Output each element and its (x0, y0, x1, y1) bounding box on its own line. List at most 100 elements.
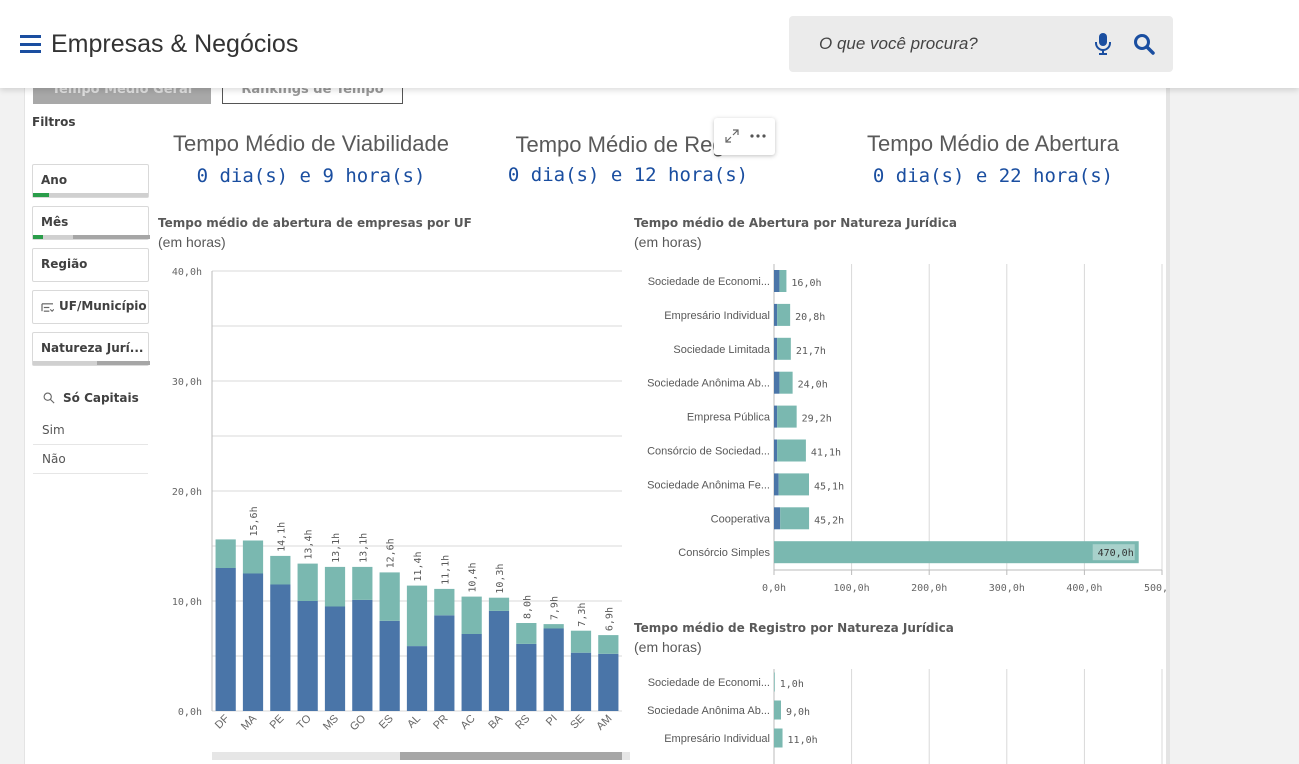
app-title: Empresas & Negócios (51, 30, 299, 58)
so-capitais-header[interactable]: Só Capitais (33, 380, 148, 416)
bar-segment (774, 672, 775, 692)
data-label: 14,1h (276, 522, 287, 552)
x-tick-label: TO (295, 712, 314, 731)
x-tick-label: 0,0h (762, 583, 786, 594)
object-toolbar (714, 118, 775, 155)
data-label: 1,0h (780, 679, 804, 690)
kpi-viabilidade: Tempo Médio de Viabilidade 0 dia(s) e 9 … (161, 131, 461, 187)
more-options-icon[interactable] (750, 133, 766, 139)
bar-segment (379, 572, 400, 621)
data-label: 13,4h (304, 529, 315, 559)
bar-segment (406, 585, 428, 647)
y-tick-label: 0,0h (178, 707, 202, 718)
search-icon[interactable] (1133, 33, 1155, 55)
search-box (789, 16, 1173, 72)
bar-segment (774, 507, 781, 530)
x-tick-label: 300,0h (989, 583, 1025, 594)
bar-segment (774, 405, 778, 428)
x-tick-label: AC (458, 713, 477, 732)
filter-mes[interactable]: Mês (32, 206, 150, 240)
x-tick-label: SE (568, 713, 587, 732)
bar-segment (778, 473, 809, 496)
y-tick-label: Empresa Pública (687, 412, 771, 424)
option-nao[interactable]: Não (33, 445, 148, 474)
so-capitais-label: Só Capitais (63, 391, 139, 405)
bar-segment (774, 439, 778, 462)
chart-abertura-por-uf[interactable]: 0,0h 10,0h 20,0h 30,0h 40,0h DF 15,6h MA 14,1h PE… (150, 256, 630, 764)
x-tick-label: PR (431, 713, 450, 732)
data-label: 10,4h (468, 562, 479, 592)
x-tick-label: ES (377, 713, 396, 732)
data-label: 7,9h (550, 596, 561, 620)
bar-segment (297, 601, 318, 711)
data-label: 11,0h (788, 735, 818, 746)
bar-segment (774, 700, 781, 720)
filter-selection-bar (33, 193, 148, 197)
chart-title: Tempo médio de Abertura por Natureza Jur… (634, 216, 957, 230)
kpi-abertura: Tempo Médio de Abertura 0 dia(s) e 22 ho… (833, 131, 1153, 187)
bar-segment (774, 337, 778, 360)
data-label: 45,2h (814, 515, 844, 526)
data-label: 8,0h (522, 595, 533, 619)
bar-segment (774, 270, 780, 292)
filter-regiao[interactable]: Região (32, 248, 149, 282)
bar-segment (774, 303, 778, 326)
option-sim[interactable]: Sim (33, 416, 148, 445)
y-tick-label: Empresário Individual (664, 733, 770, 745)
chart-title: Tempo médio de Registro por Natureza Jur… (634, 621, 954, 635)
search-input[interactable] (819, 34, 1079, 54)
x-tick-label: 200,0h (911, 583, 947, 594)
kpi-title: Tempo Médio de Regis (515, 132, 741, 157)
chart-registro-por-natureza[interactable]: Sociedade de Economi... 1,0h Sociedade Anô… (634, 665, 1166, 764)
x-tick-label: AM (594, 713, 614, 733)
x-tick-label: RS (513, 713, 532, 732)
filter-label: Natureza Jurí... (41, 341, 144, 355)
data-label: 7,3h (577, 603, 588, 627)
bar-segment (774, 541, 1139, 564)
filter-label: Região (41, 257, 88, 271)
bar-segment (777, 439, 806, 462)
scrollbar-thumb (400, 752, 622, 760)
bar-segment (461, 634, 482, 711)
filter-selection-bar (33, 361, 150, 365)
kpi-title: Tempo Médio de Abertura (867, 131, 1119, 156)
data-label: 45,1h (814, 481, 844, 492)
data-label: 10,3h (495, 564, 506, 594)
bar-segment (242, 540, 264, 574)
y-tick-label: Sociedade Anônima Ab... (647, 705, 770, 717)
bar-segment (324, 566, 346, 607)
data-label: 29,2h (802, 414, 832, 425)
data-label: 13,1h (331, 533, 342, 563)
chart-abertura-por-natureza[interactable]: 0,0h 100,0h 200,0h 300,0h 400,0h 500,0h Socied… (634, 260, 1166, 605)
filter-ano[interactable]: Ano (32, 164, 149, 198)
data-label: 24,0h (798, 380, 828, 391)
kpi-value: 0 dia(s) e 22 hora(s) (872, 165, 1114, 187)
x-tick-label: BA (486, 712, 505, 731)
data-label: 20,8h (795, 312, 825, 323)
microphone-icon[interactable] (1093, 32, 1113, 56)
y-tick-label: 40,0h (172, 267, 202, 278)
bar-segment (774, 473, 779, 496)
bar-segment (242, 573, 264, 711)
filter-uf-municipio[interactable]: UF/Município (32, 290, 149, 324)
filter-label: UF/Município (59, 299, 147, 313)
kpi-value: 0 dia(s) e 9 hora(s) (196, 165, 426, 187)
bar-segment (488, 597, 510, 611)
expand-icon[interactable] (724, 128, 740, 144)
x-tick-label: PE (268, 713, 287, 732)
y-tick-label: Sociedade Anônima Fe... (647, 479, 770, 491)
chart-subtitle: (em horas) (634, 234, 702, 250)
x-tick-label: MS (321, 713, 341, 733)
kpi-value: 0 dia(s) e 12 hora(s) (507, 164, 749, 186)
x-tick-label: MA (239, 712, 260, 733)
bar-segment (570, 652, 592, 711)
bar-segment (461, 596, 482, 634)
filter-natureza-juridica[interactable]: Natureza Jurí... (32, 332, 150, 366)
menu-icon[interactable] (20, 35, 41, 53)
bar-segment (270, 584, 291, 711)
dashboard-panel: Tempo Médio Geral Rankings de Tempo Filt… (24, 74, 1170, 764)
y-tick-label: Consórcio de Sociedad... (647, 446, 770, 458)
bar-segment (779, 270, 787, 292)
chart-subtitle: (em horas) (158, 234, 226, 250)
search-icon (43, 392, 55, 404)
